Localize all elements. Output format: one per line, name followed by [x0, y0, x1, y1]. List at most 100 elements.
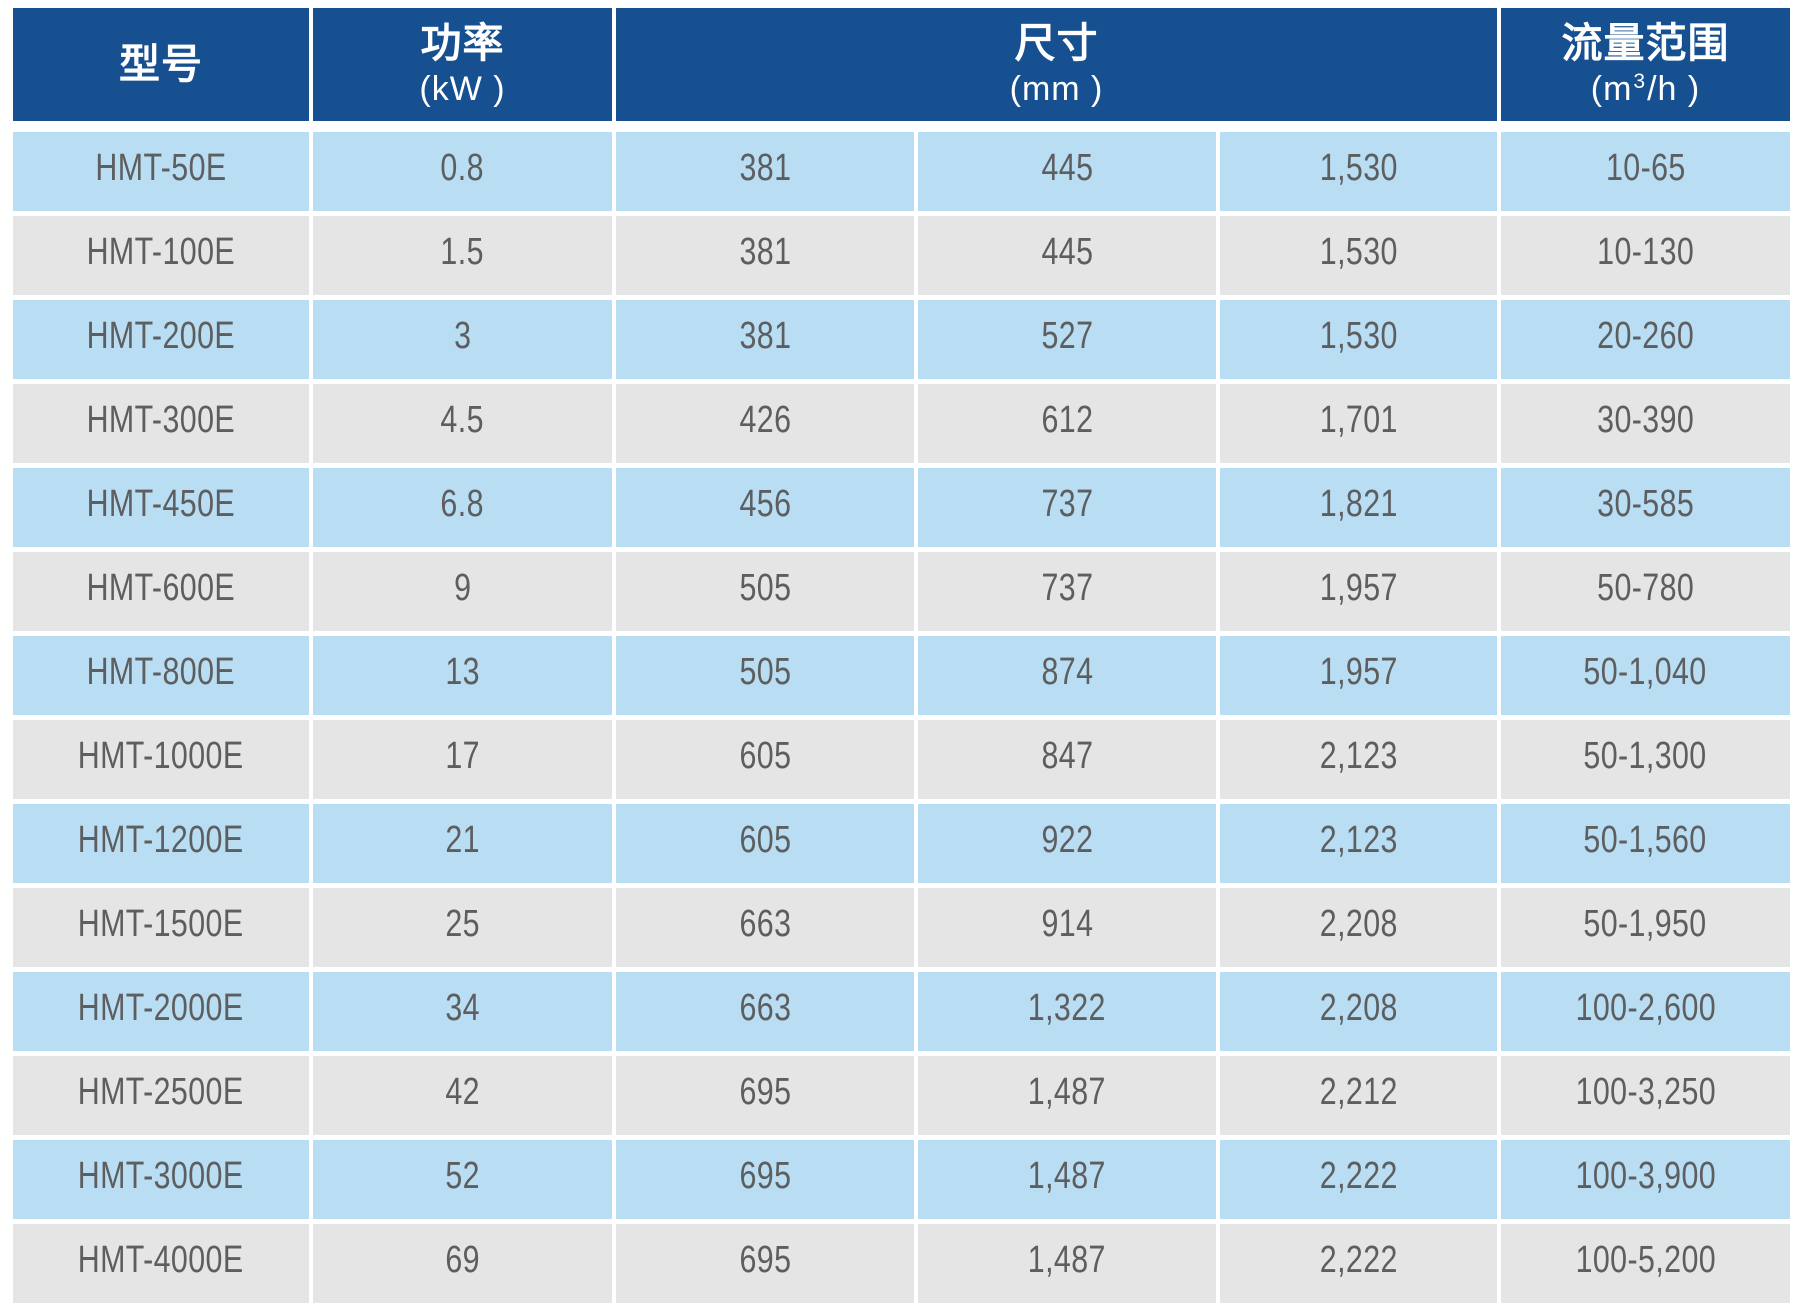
cell-dim2: 914	[918, 888, 1216, 967]
cell-model-value: HMT-800E	[86, 651, 236, 693]
cell-dim2: 922	[918, 804, 1216, 883]
cell-dim1: 695	[616, 1140, 914, 1219]
cell-flow-value: 30-585	[1596, 483, 1695, 525]
cell-dim2-value: 445	[1041, 231, 1093, 273]
cell-flow: 30-390	[1501, 384, 1790, 463]
cell-flow-value: 50-1,040	[1583, 651, 1708, 693]
cell-flow-value: 10-130	[1596, 231, 1695, 273]
cell-power: 3	[313, 300, 612, 379]
table-row: HMT-2000E 34 663 1,322 2,208 100-2,600	[13, 972, 1801, 1051]
cell-dim1: 605	[616, 804, 914, 883]
cell-power-value: 25	[445, 903, 480, 945]
flow-unit-superscript: 3	[1633, 69, 1647, 93]
cell-model-value: HMT-4000E	[78, 1239, 244, 1281]
cell-power: 52	[313, 1140, 612, 1219]
header-flow-range-unit: (m3/h )	[1590, 69, 1701, 108]
cell-dim1: 456	[616, 468, 914, 547]
cell-dim1-value: 426	[739, 399, 791, 441]
cell-power: 9	[313, 552, 612, 631]
cell-dim3: 2,123	[1220, 720, 1497, 799]
cell-dim1-value: 505	[739, 567, 791, 609]
cell-flow: 50-780	[1501, 552, 1790, 631]
header-dimensions-label: 尺寸	[1014, 20, 1099, 66]
cell-model-value: HMT-200E	[86, 315, 236, 357]
cell-dim2: 612	[918, 384, 1216, 463]
cell-model: HMT-2500E	[13, 1056, 309, 1135]
header-model: 型号	[13, 8, 309, 121]
cell-dim2: 1,487	[918, 1056, 1216, 1135]
cell-dim2-value: 612	[1041, 399, 1093, 441]
cell-power-value: 69	[445, 1239, 480, 1281]
cell-dim3: 1,530	[1220, 216, 1497, 295]
cell-flow: 30-585	[1501, 468, 1790, 547]
cell-model-value: HMT-2500E	[78, 1071, 244, 1113]
table-row: HMT-4000E 69 695 1,487 2,222 100-5,200	[13, 1224, 1801, 1303]
cell-model-value: HMT-600E	[86, 567, 236, 609]
cell-power: 21	[313, 804, 612, 883]
cell-dim1: 663	[616, 972, 914, 1051]
cell-flow-value: 100-5,200	[1575, 1239, 1716, 1281]
cell-power: 6.8	[313, 468, 612, 547]
cell-power-value: 13	[445, 651, 480, 693]
cell-flow: 100-3,900	[1501, 1140, 1790, 1219]
cell-dim3-value: 2,222	[1319, 1155, 1398, 1197]
cell-flow: 10-130	[1501, 216, 1790, 295]
header-power-label: 功率	[420, 20, 505, 66]
table-row: HMT-300E 4.5 426 612 1,701 30-390	[13, 384, 1801, 463]
table-row: HMT-200E 3 381 527 1,530 20-260	[13, 300, 1801, 379]
cell-dim1-value: 695	[739, 1155, 791, 1197]
cell-model: HMT-450E	[13, 468, 309, 547]
cell-model: HMT-200E	[13, 300, 309, 379]
cell-power-value: 4.5	[440, 399, 485, 441]
cell-dim3: 1,957	[1220, 552, 1497, 631]
cell-power: 4.5	[313, 384, 612, 463]
cell-power-value: 42	[445, 1071, 480, 1113]
cell-dim2: 1,487	[918, 1224, 1216, 1303]
cell-dim2-value: 874	[1041, 651, 1093, 693]
table-row: HMT-2500E 42 695 1,487 2,212 100-3,250	[13, 1056, 1801, 1135]
table-row: HMT-600E 9 505 737 1,957 50-780	[13, 552, 1801, 631]
cell-dim3-value: 2,208	[1319, 903, 1398, 945]
cell-model: HMT-4000E	[13, 1224, 309, 1303]
cell-flow-value: 20-260	[1596, 315, 1695, 357]
cell-dim3-value: 2,212	[1319, 1071, 1398, 1113]
cell-power: 17	[313, 720, 612, 799]
cell-power: 0.8	[313, 132, 612, 211]
cell-flow-value: 50-780	[1596, 567, 1695, 609]
cell-flow-value: 50-1,560	[1583, 819, 1708, 861]
cell-dim1: 505	[616, 636, 914, 715]
cell-model-value: HMT-2000E	[78, 987, 244, 1029]
cell-dim1-value: 505	[739, 651, 791, 693]
cell-dim1: 426	[616, 384, 914, 463]
header-power-unit: (kW )	[419, 69, 506, 108]
cell-model: HMT-50E	[13, 132, 309, 211]
cell-dim3: 1,701	[1220, 384, 1497, 463]
cell-dim3-value: 1,957	[1319, 651, 1398, 693]
cell-flow: 50-1,300	[1501, 720, 1790, 799]
table-row: HMT-800E 13 505 874 1,957 50-1,040	[13, 636, 1801, 715]
cell-power-value: 1.5	[440, 231, 485, 273]
cell-power: 25	[313, 888, 612, 967]
header-power: 功率 (kW )	[313, 8, 612, 121]
cell-dim3: 2,222	[1220, 1140, 1497, 1219]
cell-power-value: 34	[445, 987, 480, 1029]
cell-model: HMT-1200E	[13, 804, 309, 883]
table-header-row: 型号 功率 (kW ) 尺寸 (mm ) 流量范围 (m3/h )	[13, 8, 1801, 121]
cell-flow: 100-3,250	[1501, 1056, 1790, 1135]
cell-dim2: 737	[918, 468, 1216, 547]
cell-model: HMT-1000E	[13, 720, 309, 799]
cell-power: 69	[313, 1224, 612, 1303]
cell-dim3-value: 1,821	[1319, 483, 1398, 525]
cell-model-value: HMT-1500E	[78, 903, 244, 945]
cell-dim2: 737	[918, 552, 1216, 631]
cell-dim3-value: 1,530	[1319, 315, 1398, 357]
cell-dim3: 1,957	[1220, 636, 1497, 715]
cell-dim1-value: 381	[739, 147, 791, 189]
cell-dim3: 2,208	[1220, 972, 1497, 1051]
cell-dim3: 2,222	[1220, 1224, 1497, 1303]
cell-dim1: 381	[616, 132, 914, 211]
cell-dim1-value: 605	[739, 819, 791, 861]
cell-flow-value: 50-1,950	[1583, 903, 1708, 945]
cell-dim2: 445	[918, 132, 1216, 211]
